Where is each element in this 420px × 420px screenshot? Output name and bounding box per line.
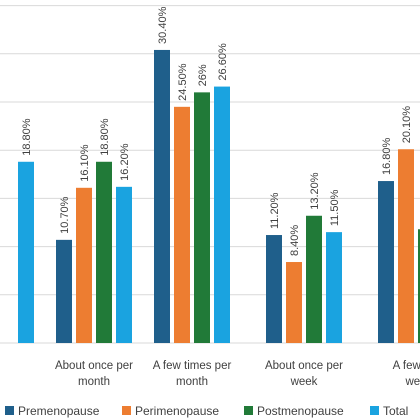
- legend-label: Perimenopause: [135, 404, 219, 418]
- legend-swatch: [370, 406, 379, 415]
- category-label: week: [290, 376, 318, 388]
- legend: Premenopause Perimenopause Postmenopause To…: [5, 404, 408, 418]
- data-label: 26%: [197, 64, 209, 86]
- bar-total: [18, 161, 34, 343]
- category-label: A few tim: [393, 360, 420, 372]
- bar-postmenopause: [306, 215, 322, 343]
- category-label: About once per: [265, 360, 343, 372]
- bar-premenopause: [266, 235, 282, 343]
- bar-perimenopause: [286, 262, 302, 343]
- legend-label: Postmenopause: [257, 404, 344, 418]
- category-label: wee: [404, 376, 420, 388]
- bar-premenopause: [154, 49, 170, 343]
- data-label: 20.10%: [401, 106, 413, 144]
- bar-postmenopause: [418, 229, 420, 343]
- data-label: 18.80%: [21, 118, 33, 156]
- bar-perimenopause: [76, 187, 92, 343]
- data-label: 16.80%: [381, 138, 393, 176]
- legend-swatch: [5, 406, 14, 415]
- bar-premenopause: [378, 181, 394, 343]
- data-label: 16.20%: [119, 143, 131, 181]
- legend-label: Total: [383, 404, 408, 418]
- bar-perimenopause: [398, 149, 414, 343]
- category-label: A few times per: [153, 360, 232, 372]
- bar-premenopause: [56, 239, 72, 343]
- legend-swatch: [244, 406, 253, 415]
- data-label: 8.40%: [289, 225, 301, 256]
- bar-postmenopause: [96, 161, 112, 343]
- category-label: About once per: [55, 360, 133, 372]
- bar-postmenopause: [194, 92, 210, 343]
- data-label: 26.60%: [217, 43, 229, 81]
- data-label: 10.70%: [59, 196, 71, 234]
- bar-total: [116, 186, 132, 343]
- bar-perimenopause: [174, 106, 190, 343]
- bar-total: [214, 86, 230, 344]
- data-label: 13.20%: [309, 172, 321, 210]
- data-label: 16.10%: [79, 144, 91, 182]
- legend-swatch: [122, 406, 131, 415]
- bar-total: [326, 232, 342, 343]
- legend-label: Premenopause: [18, 404, 100, 418]
- data-label: 18.80%: [99, 118, 111, 156]
- data-label: 24.50%: [177, 63, 189, 101]
- data-label: 30.40%: [157, 6, 169, 44]
- category-label: month: [176, 376, 208, 388]
- data-label: 11.20%: [269, 192, 281, 229]
- category-label: month: [78, 376, 110, 388]
- value-labels: 10.70% 30.40% 11.20% 16.80% 16.10% 24.50% 8.40…: [21, 6, 413, 256]
- data-label: 11.50%: [329, 189, 341, 226]
- bars: [18, 49, 420, 344]
